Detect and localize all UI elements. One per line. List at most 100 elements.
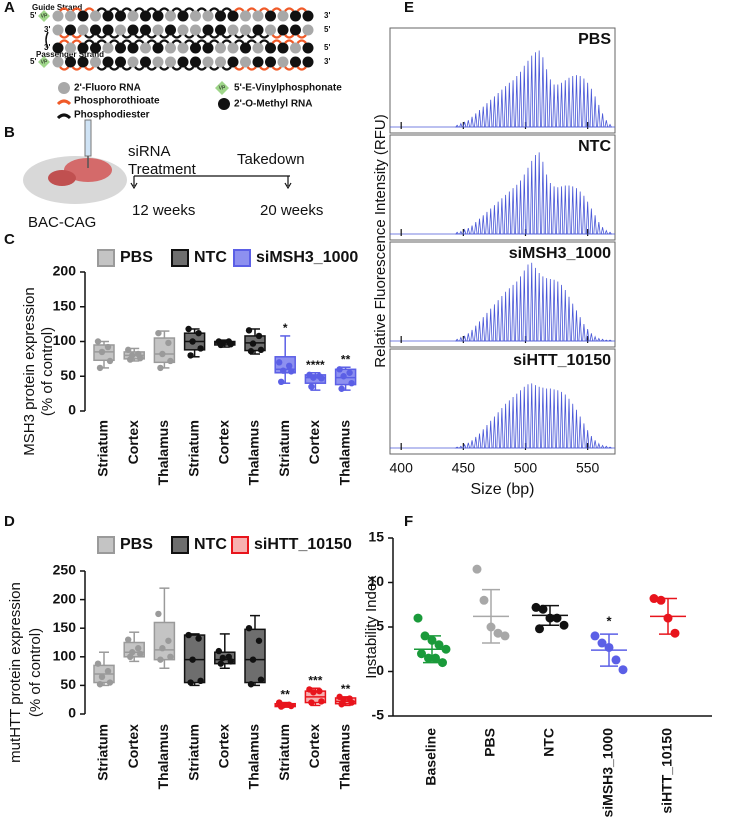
linkage: [296, 34, 307, 39]
peak: [552, 84, 556, 128]
y-tick-label: 250: [53, 562, 77, 578]
peak: [571, 303, 575, 342]
nucleotide: [177, 10, 189, 22]
peak: [567, 185, 571, 235]
peak: [596, 337, 601, 342]
data-point: [611, 655, 621, 665]
data-point: [94, 660, 102, 667]
category-label: Thalamus: [155, 420, 171, 486]
peak: [556, 390, 560, 449]
nucleotide: [290, 42, 301, 54]
legend-symbol: [56, 113, 72, 120]
category-label: siHTT_10150: [659, 728, 675, 814]
data-point: [336, 366, 343, 373]
linkage: [134, 7, 145, 12]
timeline-arrow: [130, 176, 292, 190]
peak: [589, 436, 594, 449]
peak: [466, 333, 471, 342]
peak: [544, 69, 549, 128]
linkage: [71, 34, 82, 39]
peak: [477, 433, 482, 449]
linkage: [246, 7, 257, 12]
data-point: [189, 656, 196, 663]
y-axis-label: mutHTT protein expression: [7, 582, 24, 763]
peak: [530, 55, 534, 128]
peak: [477, 109, 482, 128]
data-point: [338, 701, 345, 708]
peak: [507, 400, 512, 449]
data-point: [340, 373, 347, 380]
nucleotide: [227, 10, 239, 22]
nucleotide: [140, 56, 151, 68]
data-point: [348, 380, 355, 387]
linkage: [171, 66, 182, 71]
linkage: [84, 7, 95, 12]
significance: *: [283, 321, 288, 335]
peak: [515, 393, 519, 449]
data-point: [424, 653, 433, 663]
linkage: [296, 39, 307, 44]
peak: [488, 420, 493, 449]
linkage: [271, 34, 282, 39]
peak: [522, 270, 526, 342]
linkage: [159, 7, 170, 12]
peak: [607, 231, 613, 235]
nucleotide: [152, 56, 164, 68]
nucleotide: [77, 10, 89, 22]
data-point: [280, 367, 287, 374]
linkage: [284, 66, 295, 71]
linkage: [159, 66, 170, 71]
peak: [600, 444, 605, 449]
peak: [596, 442, 601, 449]
peak: [600, 338, 605, 342]
peak: [492, 205, 497, 235]
nucleotide: [165, 10, 176, 22]
significance: *: [606, 614, 612, 629]
data-point: [125, 346, 132, 354]
legend-swatch: [233, 249, 251, 267]
data-point: [310, 689, 317, 696]
peak: [574, 409, 579, 449]
category-label: PBS: [482, 728, 498, 757]
x-axis-label: Size (bp): [470, 481, 534, 498]
legend-text: siHTT_10150: [254, 536, 352, 553]
peak: [485, 312, 489, 342]
y-tick-label: 0: [68, 705, 76, 721]
linkage: [121, 39, 132, 44]
y-tick-label: 15: [368, 529, 384, 545]
peak: [597, 222, 601, 235]
data-point: [219, 654, 226, 662]
nucleotide: [215, 10, 226, 22]
category-label: Striatum: [276, 724, 292, 781]
linkage: [259, 66, 270, 71]
peak: [537, 152, 541, 235]
peak: [567, 77, 571, 128]
data-point: [185, 325, 192, 333]
peak: [458, 122, 463, 128]
peak: [455, 338, 460, 342]
peak: [600, 113, 605, 128]
panel-label: D: [4, 513, 15, 530]
linkage: [59, 34, 70, 39]
peak: [454, 446, 460, 449]
peak: [503, 194, 508, 235]
nucleotide: [215, 42, 226, 54]
end-label: 3': [324, 11, 330, 20]
data-point: [157, 656, 164, 663]
peak: [500, 408, 504, 449]
nucleotide: [202, 42, 214, 54]
peak: [474, 436, 478, 449]
peak: [600, 227, 605, 235]
panel-b: B siRNA Treatment Takedown 12 weeks 20 w…: [4, 119, 323, 231]
peak: [458, 445, 463, 449]
peak: [593, 96, 597, 128]
significance: **: [341, 682, 351, 696]
data-point: [434, 640, 444, 650]
trace-name: siHTT_10150: [513, 352, 611, 369]
y-tick-label: 150: [53, 619, 77, 635]
peak: [485, 211, 489, 235]
end-label: 5': [30, 11, 36, 20]
peak: [537, 272, 541, 342]
linkage: [109, 7, 120, 12]
peak: [548, 388, 553, 449]
